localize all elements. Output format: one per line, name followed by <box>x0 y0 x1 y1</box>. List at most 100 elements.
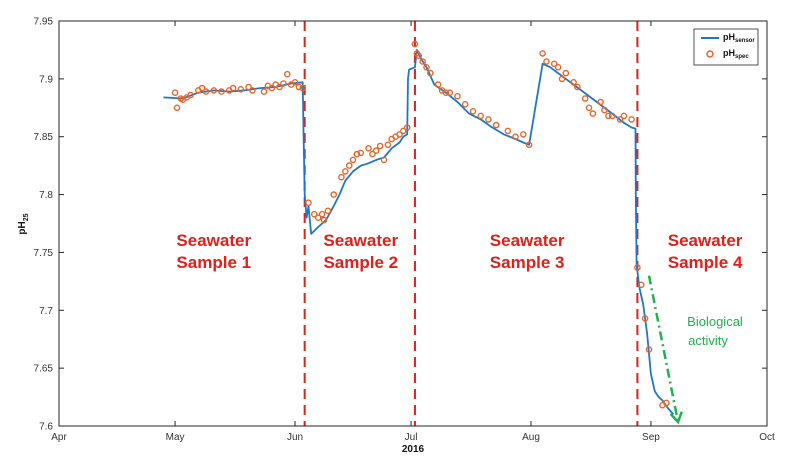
y-axis: 7.6 7.65 7.7 7.75 7.8 7.85 7.9 7.95 <box>34 17 767 433</box>
spec-point <box>520 131 527 138</box>
x-tick-label: Sep <box>642 432 660 443</box>
legend-box <box>693 28 759 66</box>
x-axis-label: 2016 <box>402 444 425 455</box>
y-tick-label: 7.95 <box>34 17 54 28</box>
plot-background <box>59 21 767 426</box>
spec-point <box>229 84 237 92</box>
spec-point <box>380 156 388 164</box>
spec-point <box>330 191 338 198</box>
legend-sensor-main: pH <box>723 32 735 42</box>
spec-point <box>341 168 349 175</box>
x-tick-label: Oct <box>759 432 775 443</box>
spec-point <box>399 127 407 135</box>
spec-point <box>585 104 593 112</box>
spec-point <box>173 104 181 112</box>
section-label-line1: Seawater <box>668 231 743 250</box>
legend-spec-sub: spec <box>735 54 749 60</box>
section-labels: Seawater Sample 1 Seawater Sample 2 Seawater… <box>176 231 743 272</box>
spec-point <box>295 83 303 91</box>
spec-point <box>605 112 612 120</box>
y-axis-label: pH25 <box>17 213 30 234</box>
spec-point <box>376 142 384 150</box>
spec-point <box>558 75 566 83</box>
section-label-line1: Seawater <box>176 231 251 250</box>
spec-point <box>512 133 519 140</box>
spec-point <box>477 112 485 120</box>
spec-point <box>291 79 299 86</box>
spec-point <box>446 89 454 96</box>
spec-point <box>237 86 245 93</box>
spec-point <box>504 127 512 135</box>
spec-point <box>365 144 372 152</box>
y-tick-label: 7.8 <box>39 190 53 201</box>
spec-point <box>641 315 649 322</box>
spec-point <box>589 110 597 117</box>
y-tick-label: 7.65 <box>34 364 54 375</box>
y-tick-label: 7.6 <box>39 422 53 433</box>
spec-point <box>171 89 179 96</box>
spec-point <box>645 346 653 353</box>
spec-point <box>663 399 670 407</box>
x-tick-label: Jun <box>287 432 303 443</box>
section-label-line2: Sample 1 <box>176 253 251 272</box>
spec-point <box>427 69 434 77</box>
spec-point <box>608 112 616 120</box>
biological-activity-arrowhead <box>669 411 683 425</box>
section-label-line2: Sample 3 <box>490 253 565 272</box>
biological-activity-line2: activity <box>688 333 728 348</box>
spec-point <box>299 84 307 92</box>
section-label-line2: Sample 2 <box>323 253 398 272</box>
biological-activity-arrow <box>647 275 680 423</box>
spec-point <box>616 116 624 123</box>
spec-point <box>276 83 283 91</box>
spec-point <box>310 210 318 218</box>
spec-point <box>469 108 477 115</box>
spec-point <box>562 69 570 77</box>
spec-point <box>384 141 392 149</box>
spec-point <box>320 216 328 224</box>
spec-point <box>601 106 608 114</box>
x-axis: Apr May Jun Jul Aug Sep Oct <box>51 21 775 443</box>
y-tick-label: 7.85 <box>34 132 54 143</box>
spec-point <box>357 149 365 157</box>
x-tick-label: May <box>166 432 185 443</box>
y-tick-label: 7.75 <box>34 248 54 259</box>
spec-point <box>372 147 380 154</box>
spec-point <box>628 116 635 123</box>
y-axis-label-main: pH <box>17 221 28 234</box>
spec-point <box>423 64 430 71</box>
spec-point <box>218 88 225 95</box>
legend-spec-label: pHspec <box>723 48 749 60</box>
spec-series <box>171 40 670 409</box>
spec-point <box>245 83 252 91</box>
x-tick-label: Apr <box>51 432 67 443</box>
spec-point <box>314 214 322 221</box>
x-tick-label: Aug <box>522 432 540 443</box>
spec-point <box>249 87 256 94</box>
spec-point <box>283 70 291 78</box>
legend: pHsensor pHspec <box>693 28 759 66</box>
spec-point <box>305 199 312 206</box>
spec-point <box>411 40 419 48</box>
legend-sensor-sub: sensor <box>735 38 755 44</box>
biological-activity-annotation: Biological activity <box>647 275 743 425</box>
spec-point <box>345 162 353 169</box>
spec-point <box>442 89 450 96</box>
spec-point <box>539 50 546 57</box>
spec-point <box>349 156 357 164</box>
spec-point <box>338 173 345 181</box>
spec-point <box>543 58 550 65</box>
spec-point <box>396 131 403 138</box>
spec-point <box>280 80 287 87</box>
sensor-line <box>163 49 675 415</box>
spec-point <box>434 81 442 88</box>
spec-point <box>202 88 210 95</box>
spec-point <box>415 52 423 60</box>
spec-point <box>620 112 628 120</box>
spec-point <box>353 150 361 158</box>
spec-point <box>525 141 533 149</box>
spec-point <box>638 281 645 289</box>
plot-frame <box>58 20 768 427</box>
spec-point <box>324 207 332 215</box>
